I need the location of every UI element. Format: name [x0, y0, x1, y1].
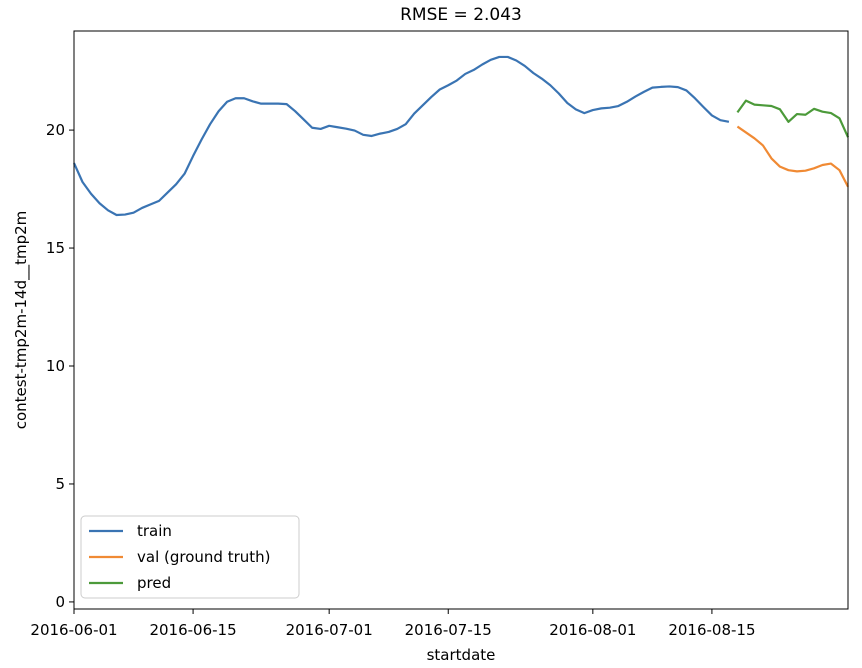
x-axis: 2016-06-01 2016-06-15 2016-07-01 2016-07-15… — [30, 609, 756, 639]
series-line-2 — [736, 99, 850, 138]
x-tick-label: 2016-06-01 — [30, 621, 117, 639]
y-tick-label: 10 — [46, 357, 65, 375]
legend-label-2: pred — [137, 574, 171, 592]
x-tick-label: 2016-06-15 — [149, 621, 236, 639]
x-tick-label: 2016-07-15 — [405, 621, 492, 639]
legend-frame — [80, 515, 300, 599]
y-axis-label: contest-tmp2m-14d__tmp2m — [12, 211, 31, 430]
legend-label-0: train — [137, 522, 172, 540]
x-axis-label: startdate — [427, 646, 496, 664]
series-line-1 — [736, 125, 849, 188]
y-tick-label: 15 — [46, 239, 65, 257]
y-tick-label: 5 — [55, 475, 65, 493]
legend: train val (ground truth) pred — [80, 515, 300, 599]
series-line-0 — [72, 55, 730, 217]
plot-frame — [73, 30, 849, 610]
y-tick-label: 20 — [46, 121, 65, 139]
series-layer — [72, 55, 850, 217]
y-axis: 0 5 10 15 20 — [46, 121, 74, 611]
y-tick-label: 0 — [55, 593, 65, 611]
chart-title: RMSE = 2.043 — [400, 5, 522, 25]
x-tick-label: 2016-08-01 — [549, 621, 636, 639]
x-tick-label: 2016-08-15 — [668, 621, 755, 639]
legend-label-1: val (ground truth) — [137, 548, 271, 566]
x-tick-label: 2016-07-01 — [286, 621, 373, 639]
